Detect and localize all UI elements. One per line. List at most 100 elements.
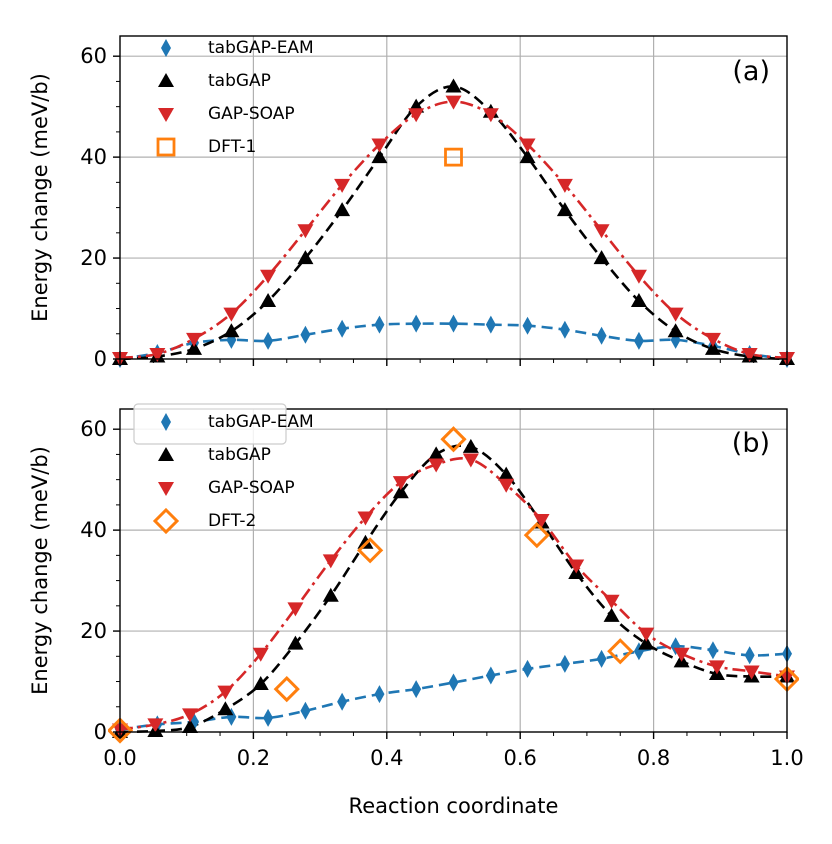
panel-b-point-DFT-2-5 (607, 638, 634, 665)
panel-b-ylabel: Energy change (meV/b) (28, 446, 52, 695)
panel-b-point-DFT-2-4 (523, 522, 550, 549)
panel-a-grid (120, 36, 787, 359)
panel-a-legend-label-1: tabGAP (208, 71, 271, 91)
panel-b-point-GAP-SOAP-17 (708, 660, 725, 675)
panel-b-point-GAP-SOAP-2 (182, 708, 199, 723)
panel-a-point-tabGAP-EAM-9 (448, 314, 459, 333)
panel-b-point-tabGAP-2 (182, 718, 199, 733)
panel-b-point-tabGAP-EAM-5 (300, 701, 311, 720)
panel-b: 0.0 0.2 0.4 0.6 0.8 1.0 0 20 40 60 Energy change … (28, 403, 804, 818)
panel-b-point-GAP-SOAP-12 (533, 514, 550, 529)
panel-a-point-GAP-SOAP-11 (519, 138, 536, 153)
panel-a-point-GAP-SOAP-8 (408, 108, 425, 123)
panel-b-point-DFT-2-2 (357, 537, 384, 564)
panel-a-point-tabGAP-EAM-12 (559, 320, 570, 339)
panel-a-legend-label-3: DFT-1 (208, 137, 256, 157)
panel-b-legend-marker-2 (158, 482, 174, 496)
panel-b-point-GAP-SOAP-9 (428, 458, 445, 473)
panel-a-ticks: 0 20 40 60 (80, 44, 788, 371)
panel-b-plot-area (108, 426, 799, 744)
panel-a-point-tabGAP-6 (334, 202, 351, 217)
panel-b-point-GAP-SOAP-1 (147, 718, 164, 733)
panel-b-label: (b) (732, 428, 770, 459)
panel-a-ytick-label-1: 20 (80, 246, 107, 270)
panel-b-point-GAP-SOAP-16 (673, 647, 690, 662)
panel-a-point-tabGAP-EAM-5 (300, 325, 311, 344)
panel-b-point-tabGAP-EAM-8 (411, 680, 422, 699)
panel-a-point-tabGAP-EAM-6 (337, 319, 348, 338)
panel-b-point-tabGAP-EAM-4 (263, 708, 274, 727)
panel-a-point-tabGAP-9 (445, 78, 462, 93)
panel-b-point-DFT-2-1 (273, 675, 300, 703)
panel-b-point-tabGAP-8 (392, 484, 409, 499)
panel-b-point-tabGAP-EAM-7 (374, 685, 385, 704)
panel-b-legend-marker-0 (161, 413, 171, 431)
panel-b-point-GAP-SOAP-8 (392, 476, 409, 491)
panel-b-point-tabGAP-10 (462, 438, 479, 453)
panel-b-point-tabGAP-EAM-6 (337, 692, 348, 711)
panel-b-line-GAP-SOAP (119, 457, 788, 731)
panel-b-legend-label-1: tabGAP (208, 445, 271, 465)
panel-b-point-tabGAP-EAM-10 (485, 666, 496, 685)
panel-a-point-tabGAP-13 (593, 250, 610, 265)
panel-b-point-DFT-2-0 (108, 717, 134, 744)
panel-a-point-GAP-SOAP-16 (704, 332, 721, 347)
panel-b-ticks: 0.0 0.2 0.4 0.6 0.8 1.0 0 20 40 60 (80, 417, 803, 770)
panel-b-xtick-label-0: 0.0 (103, 746, 136, 770)
panel-b-legend-label-0: tabGAP-EAM (208, 412, 314, 432)
panel-a-legend: tabGAP-EAM tabGAP GAP-SOAP DFT-1 (156, 38, 314, 157)
panel-a-label: (a) (732, 56, 770, 87)
panel-a-ylabel: Energy change (meV/b) (28, 73, 52, 322)
panel-a-point-DFT-1-0 (444, 147, 463, 167)
panel-a-ytick-label-2: 40 (80, 145, 107, 169)
panel-a-point-GAP-SOAP-1 (149, 347, 166, 362)
panel-a-point-GAP-SOAP-17 (741, 347, 758, 362)
panel-b-xtick-label-5: 1.0 (770, 746, 803, 770)
panel-a-point-tabGAP-EAM-8 (411, 314, 422, 333)
panel-b-point-GAP-SOAP-7 (357, 511, 374, 526)
panel-b-xtick-label-1: 0.2 (237, 746, 270, 770)
panel-a-point-GAP-SOAP-13 (593, 224, 610, 239)
panel-a-point-GAP-SOAP-4 (260, 269, 277, 284)
panel-a-point-tabGAP-EAM-14 (633, 331, 644, 350)
panel-a-point-tabGAP-14 (630, 292, 647, 307)
panel-a-point-tabGAP-7 (371, 149, 388, 164)
panel-b-ytick-label-0: 0 (94, 720, 107, 744)
panel-b-point-tabGAP-14 (603, 607, 620, 622)
panel-b-point-GAP-SOAP-10 (462, 453, 479, 468)
panel-a-point-tabGAP-15 (667, 323, 684, 338)
panel-b-point-tabGAP-9 (428, 446, 445, 461)
panel-a-point-GAP-SOAP-15 (667, 307, 684, 322)
panel-b-ytick-label-2: 40 (80, 518, 107, 542)
panel-a-point-tabGAP-16 (704, 340, 721, 355)
panel-a-point-GAP-SOAP-12 (556, 178, 573, 193)
panel-a-point-tabGAP-2 (186, 340, 203, 355)
panel-b-point-tabGAP-EAM-11 (522, 659, 533, 678)
panel-a-legend-marker-1 (158, 73, 174, 87)
panel-a-point-tabGAP-EAM-4 (263, 331, 274, 350)
panel-a-ytick-label-0: 0 (94, 347, 107, 371)
panel-b-point-tabGAP-3 (217, 701, 234, 716)
panel-b-xtick-label-4: 0.8 (637, 746, 670, 770)
panel-b-point-GAP-SOAP-14 (603, 594, 620, 609)
panel-b-legend-label-2: GAP-SOAP (208, 478, 295, 498)
panel-a-point-GAP-SOAP-7 (371, 138, 388, 153)
panel-b-point-tabGAP-EAM-13 (596, 649, 607, 668)
panel-b-ytick-label-3: 60 (80, 417, 107, 441)
panel-b-point-tabGAP-EAM-9 (448, 673, 459, 692)
panel-a-point-tabGAP-EAM-10 (485, 315, 496, 334)
panel-b-point-GAP-SOAP-18 (743, 665, 760, 680)
panel-a-point-GAP-SOAP-6 (334, 178, 351, 193)
panel-a-point-GAP-SOAP-14 (630, 269, 647, 284)
panel-b-point-tabGAP-15 (638, 635, 655, 650)
panel-b-legend-box (133, 403, 287, 445)
panel-b-point-GAP-SOAP-5 (287, 602, 304, 617)
panel-b-point-tabGAP-4 (252, 676, 269, 691)
panel-a-point-GAP-SOAP-5 (297, 224, 314, 239)
panel-a-point-tabGAP-EAM-7 (374, 315, 385, 334)
panel-b-point-tabGAP-5 (287, 635, 304, 650)
panel-a-legend-marker-3 (156, 137, 176, 157)
panel-a-point-tabGAP-EAM-13 (596, 326, 607, 345)
panel-a-point-tabGAP-EAM-11 (522, 316, 533, 335)
